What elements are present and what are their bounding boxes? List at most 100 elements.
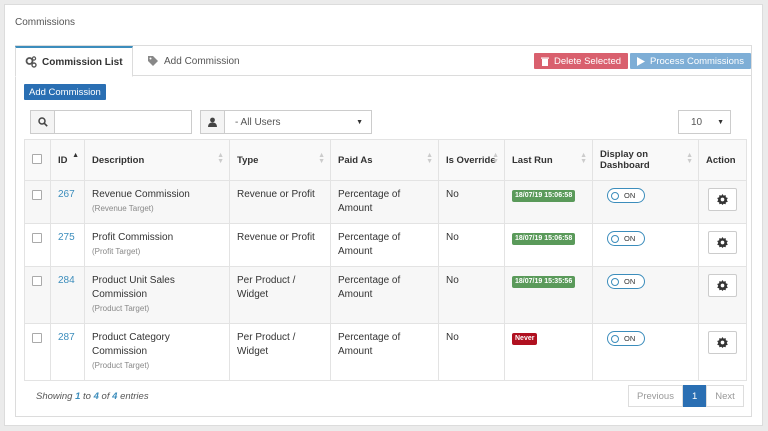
description-cell: Revenue Commission (Revenue Target): [84, 180, 230, 224]
type-cell: Per Product / Widget: [229, 323, 331, 381]
delete-selected-button[interactable]: Delete Selected: [534, 53, 629, 69]
row-action-button[interactable]: [708, 274, 737, 297]
page-length-select[interactable]: 10 ▼: [678, 110, 731, 134]
paid-as-cell: Percentage of Amount: [330, 266, 439, 324]
row-id-link[interactable]: 284: [58, 275, 75, 286]
row-action-button[interactable]: [708, 188, 737, 211]
page-title: Commissions: [15, 17, 76, 28]
description-text: Product Category Commission: [92, 332, 170, 357]
id-cell: 275: [50, 223, 85, 267]
dashboard-toggle[interactable]: ON: [607, 331, 645, 346]
select-all-checkbox[interactable]: [32, 153, 42, 164]
row-id-link[interactable]: 267: [58, 189, 75, 200]
toggle-knob: [611, 277, 619, 286]
tab-bar: Commission List Add Commission Delete Se…: [15, 46, 751, 77]
target-text: (Revenue Target): [92, 204, 154, 213]
tab-label: Add Commission: [164, 55, 240, 67]
action-cell: [698, 223, 747, 267]
play-icon: [637, 56, 645, 66]
sort-icon: ▲ ▼: [492, 152, 499, 165]
row-id-link[interactable]: 287: [58, 332, 75, 343]
column-header-paid-as[interactable]: Paid As ▲ ▼: [330, 139, 439, 181]
table-header-row: ID ▲ Description ▲ ▼ Type ▲ ▼ Paid As ▲ ▼ Is Ov…: [24, 139, 747, 181]
column-header-display-on-dashboard[interactable]: Display on Dashboard ▲ ▼: [592, 139, 699, 181]
override-cell: No: [438, 323, 505, 381]
last-run-cell: 18/07/19 15:06:58: [504, 223, 593, 267]
toggle-label: ON: [624, 190, 636, 200]
id-cell: 284: [50, 266, 85, 324]
paid-as-cell: Percentage of Amount: [330, 323, 439, 381]
user-addon: [200, 110, 225, 134]
last-run-badge: 18/07/19 15:06:58: [512, 233, 576, 245]
process-label: Process Commissions: [650, 55, 744, 67]
user-icon: [208, 117, 217, 127]
dashboard-toggle[interactable]: ON: [607, 231, 645, 246]
tab-add-commission[interactable]: Add Commission: [138, 46, 249, 76]
pagination: Previous 1 Next: [628, 385, 744, 407]
row-checkbox[interactable]: [32, 276, 42, 286]
sort-icon: ▲ ▼: [426, 152, 433, 165]
column-header-id[interactable]: ID ▲: [50, 139, 85, 181]
search-input[interactable]: [54, 110, 192, 134]
commissions-panel: Commissions Commission List Add Commissi…: [4, 4, 763, 426]
row-checkbox[interactable]: [32, 333, 42, 343]
column-header-type[interactable]: Type ▲ ▼: [229, 139, 331, 181]
row-checkbox-cell: [24, 180, 51, 224]
row-checkbox-cell: [24, 323, 51, 381]
last-run-badge: 18/07/19 15:06:58: [512, 190, 576, 202]
last-run-cell: Never: [504, 323, 593, 381]
description-cell: Product Category Commission (Product Targ…: [84, 323, 230, 381]
column-header-is-override[interactable]: Is Override ▲ ▼: [438, 139, 505, 181]
row-id-link[interactable]: 275: [58, 232, 75, 243]
dashboard-cell: ON: [592, 223, 699, 267]
description-text: Product Unit Sales Commission: [92, 275, 175, 300]
sort-icon: ▲ ▼: [318, 152, 325, 165]
row-action-button[interactable]: [708, 331, 737, 354]
process-commissions-button[interactable]: Process Commissions: [630, 53, 751, 69]
trash-icon: [541, 57, 549, 66]
table-row: 267 Revenue Commission (Revenue Target) R…: [24, 180, 747, 224]
gear-icon: [717, 194, 728, 205]
description-cell: Product Unit Sales Commission (Product Ta…: [84, 266, 230, 324]
override-cell: No: [438, 266, 505, 324]
table-row: 284 Product Unit Sales Commission (Produc…: [24, 266, 747, 324]
user-filter-select[interactable]: - All Users ▼: [224, 110, 372, 134]
toggle-label: ON: [624, 233, 636, 243]
next-page-button[interactable]: Next: [706, 385, 744, 407]
action-cell: [698, 266, 747, 324]
paid-as-cell: Percentage of Amount: [330, 223, 439, 267]
column-header-description[interactable]: Description ▲ ▼: [84, 139, 230, 181]
search-icon: [37, 117, 48, 127]
dashboard-toggle[interactable]: ON: [607, 188, 645, 203]
add-commission-button[interactable]: Add Commission: [24, 84, 106, 100]
description-text: Profit Commission: [92, 232, 174, 243]
tab-commission-list[interactable]: Commission List: [15, 46, 133, 77]
toggle-label: ON: [624, 333, 636, 343]
action-cell: [698, 180, 747, 224]
gear-icon: [717, 280, 728, 291]
description-text: Revenue Commission: [92, 189, 190, 200]
toggle-label: ON: [624, 276, 636, 286]
column-header-last-run[interactable]: Last Run ▲ ▼: [504, 139, 593, 181]
dashboard-toggle[interactable]: ON: [607, 274, 645, 289]
dashboard-cell: ON: [592, 180, 699, 224]
dashboard-cell: ON: [592, 266, 699, 324]
previous-page-button[interactable]: Previous: [628, 385, 683, 407]
page-1-button[interactable]: 1: [682, 385, 707, 407]
row-checkbox-cell: [24, 223, 51, 267]
sort-icon: ▲ ▼: [686, 152, 693, 165]
row-checkbox[interactable]: [32, 233, 42, 243]
commission-box: Commission List Add Commission Delete Se…: [15, 45, 752, 417]
toggle-knob: [611, 334, 619, 343]
last-run-cell: 18/07/19 15:35:56: [504, 266, 593, 324]
override-cell: No: [438, 223, 505, 267]
gears-icon: [25, 56, 37, 68]
row-action-button[interactable]: [708, 231, 737, 254]
tab-label: Commission List: [42, 56, 123, 68]
sort-icon: ▲ ▼: [217, 152, 224, 165]
target-text: (Product Target): [92, 304, 150, 313]
table-row: 275 Profit Commission (Profit Target) Rev…: [24, 223, 747, 267]
table-row: 287 Product Category Commission (Product …: [24, 323, 747, 381]
table-info: Showing 1 to 4 of 4 entries: [36, 391, 149, 402]
row-checkbox[interactable]: [32, 190, 42, 200]
